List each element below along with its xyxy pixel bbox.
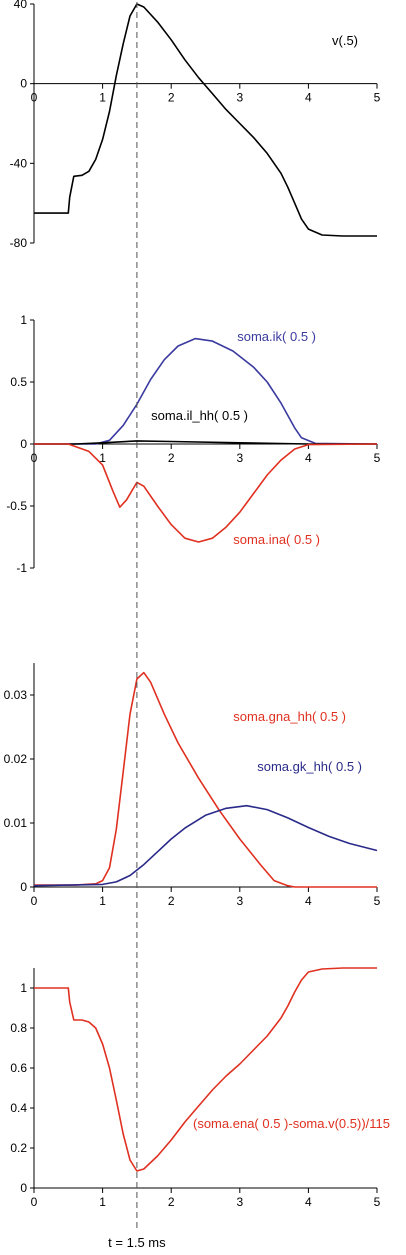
y-tick-label: 0: [20, 1181, 27, 1195]
x-tick-label: 5: [374, 894, 381, 908]
x-tick-label: 0: [31, 91, 38, 105]
series-line: [34, 671, 377, 888]
x-tick-label: 5: [374, 451, 381, 465]
panel-4: 0 1 2 3 4 5 1 0.8 0.6 0.4 0.2 0 (soma.ena( 0.5 )-som…: [10, 967, 390, 1209]
y-tick-label: 40: [14, 0, 28, 11]
y-tick-label: -1: [16, 561, 27, 575]
y-tick-label: 0.03: [4, 688, 28, 702]
x-tick-label: 2: [168, 1195, 175, 1209]
x-tick-label: 1: [99, 91, 106, 105]
series-line: [34, 337, 378, 445]
x-tick-label: 0: [31, 451, 38, 465]
x-tick-label: 0: [31, 1195, 38, 1209]
x-tick-label: 4: [305, 1195, 312, 1209]
y-tick-label: -80: [10, 236, 28, 250]
y-tick-label: -0.5: [6, 499, 27, 513]
x-tick-label: 4: [305, 91, 312, 105]
series-line: [34, 440, 377, 445]
x-tick-label: 5: [374, 1195, 381, 1209]
y-tick-label: 1: [20, 981, 27, 995]
x-tick-label: 0: [31, 894, 38, 908]
y-tick-label: -40: [10, 156, 28, 170]
series-label: soma.gk_hh( 0.5 ): [257, 759, 362, 774]
x-tick-label: 1: [99, 894, 106, 908]
y-tick-label: 0: [20, 880, 27, 894]
series-label: soma.il_hh( 0.5 ): [151, 408, 248, 423]
y-tick-label: 0: [20, 437, 27, 451]
x-tick-label: 3: [236, 1195, 243, 1209]
x-tick-label: 3: [236, 451, 243, 465]
series-label: soma.ik( 0.5 ): [237, 329, 316, 344]
x-tick-label: 2: [168, 91, 175, 105]
x-tick-label: 4: [305, 451, 312, 465]
series-line: [34, 443, 378, 543]
y-tick-label: 0.4: [10, 1101, 27, 1115]
y-tick-label: 0.5: [10, 375, 27, 389]
y-tick-label: 0.8: [10, 1021, 27, 1035]
series-line: [34, 3, 377, 237]
y-tick-label: 0.01: [4, 816, 28, 830]
x-tick-label: 1: [99, 451, 106, 465]
series-line: [34, 967, 377, 1172]
panel-2: 0 1 2 3 4 5 1 0.5 0 -0.5 -1 soma.ik( 0.5 ) soma.il_h…: [6, 313, 380, 575]
panel-3: 0 1 2 3 4 5 0.03 0.02 0.01 0 soma.gna_hh( 0.5 ) som…: [4, 663, 381, 908]
x-tick-label: 5: [374, 91, 381, 105]
x-tick-label: 2: [168, 451, 175, 465]
x-tick-label: 3: [236, 91, 243, 105]
series-label: soma.gna_hh( 0.5 ): [233, 709, 346, 724]
panel-1: 0 1 2 3 4 5 40 0 -40 -80 v(.5): [10, 0, 381, 250]
x-tick-label: 1: [99, 1195, 106, 1209]
x-tick-label: 4: [305, 894, 312, 908]
series-line: [33, 804, 378, 887]
y-tick-label: 0.6: [10, 1061, 27, 1075]
y-tick-label: 0.2: [10, 1141, 27, 1155]
y-tick-label: 0.02: [4, 752, 28, 766]
series-label: v(.5): [332, 33, 358, 48]
y-tick-label: 0: [20, 77, 27, 91]
x-tick-label: 3: [236, 894, 243, 908]
y-tick-label: 1: [20, 313, 27, 327]
x-tick-label: 2: [168, 894, 175, 908]
series-label: (soma.ena( 0.5 )-soma.v(0.5))/115: [193, 1116, 390, 1131]
series-label: soma.ina( 0.5 ): [233, 532, 320, 547]
time-cursor-label: t = 1.5 ms: [108, 1235, 166, 1250]
